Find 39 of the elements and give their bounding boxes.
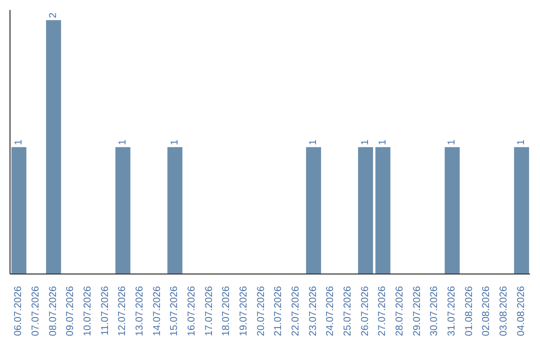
x-tick-label: 09.07.2026 xyxy=(65,286,76,336)
x-tick-label: 18.07.2026 xyxy=(221,286,232,336)
x-tick-label: 14.07.2026 xyxy=(152,286,163,336)
data-label: 1 xyxy=(377,139,388,146)
x-tick-label: 31.07.2026 xyxy=(446,286,458,336)
x-tick-label: 21.07.2026 xyxy=(273,286,284,336)
x-tick-label: 11.07.2026 xyxy=(100,286,111,336)
data-label: 1 xyxy=(360,139,372,146)
x-tick-label: 26.07.2026 xyxy=(360,286,371,336)
x-tick-label: 27.07.2026 xyxy=(377,286,388,336)
data-label: 1 xyxy=(13,139,24,146)
x-tick-label: 16.07.2026 xyxy=(186,286,198,336)
x-tick-label: 23.07.2026 xyxy=(308,286,319,336)
x-tick-label: 08.07.2026 xyxy=(48,286,59,336)
x-tick-label: 03.08.2026 xyxy=(498,286,510,336)
x-tick-label: 15.07.2026 xyxy=(169,286,180,336)
x-tick-label: 30.07.2026 xyxy=(429,286,440,336)
x-tick-label: 13.07.2026 xyxy=(134,286,146,336)
x-tick-label: 25.07.2026 xyxy=(342,286,354,336)
data-label: 1 xyxy=(169,139,180,146)
x-tick-label: 02.08.2026 xyxy=(481,286,492,336)
x-tick-label: 17.07.2026 xyxy=(204,286,215,336)
x-tick-label: 19.07.2026 xyxy=(238,286,250,336)
x-tick-label: 29.07.2026 xyxy=(412,286,423,336)
x-tick-label: 10.07.2026 xyxy=(82,286,94,336)
data-label: 1 xyxy=(308,139,320,146)
x-tick-label: 04.08.2026 xyxy=(516,286,527,336)
x-tick-label: 06.07.2026 xyxy=(13,286,24,336)
data-label: 1 xyxy=(117,139,128,146)
x-tick-label: 01.08.2026 xyxy=(464,286,475,336)
data-label: 1 xyxy=(446,139,458,146)
x-tick-label: 28.07.2026 xyxy=(394,286,406,336)
x-tick-label: 12.07.2026 xyxy=(117,286,128,336)
x-tick-label: 22.07.2026 xyxy=(290,286,302,336)
data-label: 1 xyxy=(516,139,528,146)
data-label: 2 xyxy=(48,12,60,18)
x-tick-label: 20.07.2026 xyxy=(256,286,267,336)
x-tick-label: 24.07.2026 xyxy=(325,286,336,336)
x-tick-label: 07.07.2026 xyxy=(30,286,42,336)
